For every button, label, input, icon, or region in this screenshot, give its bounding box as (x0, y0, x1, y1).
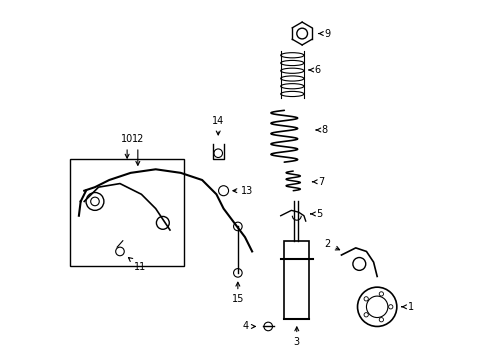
Text: 6: 6 (309, 65, 321, 75)
Text: 3: 3 (294, 327, 300, 347)
Text: 4: 4 (243, 321, 255, 332)
Text: 8: 8 (316, 125, 328, 135)
Text: 1: 1 (402, 302, 414, 312)
Text: 9: 9 (318, 28, 330, 39)
Text: 7: 7 (313, 177, 324, 187)
Bar (284, 241, 309, 319)
Text: 11: 11 (128, 257, 147, 272)
Text: 12: 12 (132, 134, 144, 165)
Text: 15: 15 (232, 282, 244, 304)
Text: 13: 13 (233, 186, 254, 196)
Text: 5: 5 (311, 209, 323, 219)
Text: 14: 14 (212, 116, 224, 135)
Bar (70, 158, 184, 266)
Text: 2: 2 (324, 239, 340, 250)
Text: 10: 10 (121, 134, 133, 158)
